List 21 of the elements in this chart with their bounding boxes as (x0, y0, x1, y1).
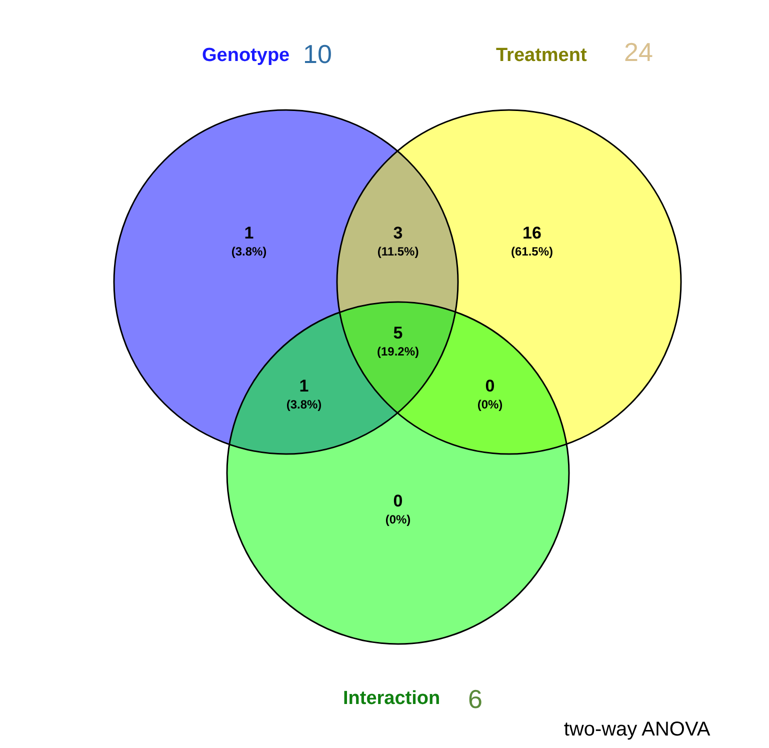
data-label: 3 (393, 224, 403, 243)
text: 6 (468, 684, 482, 714)
data-label: 0 (393, 492, 403, 511)
data-label: 1 (299, 376, 309, 396)
data-label: 1 (244, 224, 254, 243)
data-label: 5 (393, 324, 403, 343)
text: Genotype (202, 45, 290, 66)
data-label: 16 (522, 224, 542, 243)
data-label: 0 (485, 376, 495, 396)
text: two-way ANOVA (564, 718, 711, 741)
text: (0%) (385, 512, 411, 526)
text: (3.8%) (286, 397, 322, 412)
text: (19.2%) (376, 344, 420, 358)
text: (61.5%) (510, 244, 554, 258)
text: (11.5%) (377, 244, 419, 258)
text: (0%) (477, 397, 503, 412)
text: (3.8%) (231, 244, 267, 258)
text: 24 (624, 37, 653, 68)
text: Interaction (343, 688, 440, 710)
text: Treatment (496, 45, 588, 66)
text: 10 (303, 39, 332, 70)
